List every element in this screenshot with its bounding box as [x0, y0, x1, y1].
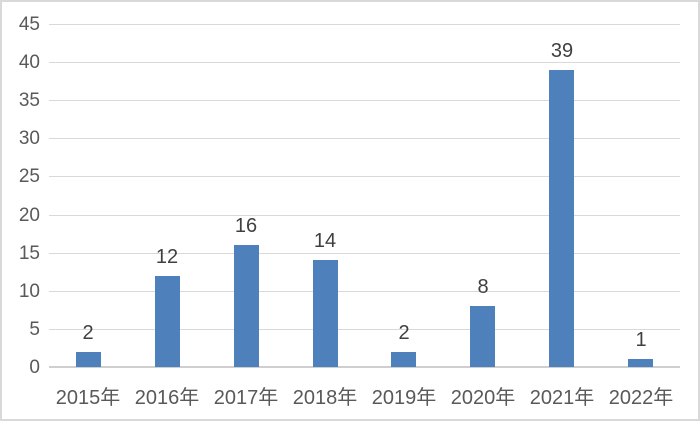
plot-area: 2 12 16 14 2 8 39 1: [49, 24, 680, 368]
bar-2016年: [155, 276, 180, 367]
bar-data-label: 2: [82, 322, 94, 344]
x-tick-label: 2016年: [134, 387, 200, 409]
y-gridline: [49, 138, 680, 140]
x-tick-label: 2022年: [608, 387, 674, 409]
bar-data-label: 2: [398, 322, 410, 344]
bar-data-label: 16: [234, 215, 258, 237]
y-tick-label: 45: [18, 14, 40, 35]
y-tick-label: 10: [18, 280, 40, 302]
bar-data-label: 14: [313, 230, 337, 252]
bar-2022年: [628, 359, 653, 367]
bar-data-label: 12: [155, 246, 179, 268]
y-gridline: [49, 100, 680, 102]
bar-2019年: [391, 352, 416, 367]
x-tick-label: 2017年: [213, 387, 279, 409]
bar-data-label: 39: [550, 40, 574, 62]
x-tick-label: 2021年: [529, 387, 595, 409]
bar-2021年: [549, 70, 574, 367]
x-tick-label: 2019年: [371, 387, 437, 409]
bar-data-label: 1: [635, 329, 647, 351]
x-tick-label: 2020年: [450, 387, 516, 409]
y-gridline: [49, 252, 680, 254]
bar-2015年: [76, 352, 101, 367]
y-tick-label: 0: [29, 357, 40, 378]
y-tick-label: 15: [18, 242, 40, 264]
y-gridline: [49, 176, 680, 178]
bar-2017年: [234, 245, 259, 367]
y-tick-label: 35: [18, 90, 40, 112]
bar-2018年: [313, 260, 338, 367]
y-tick-label: 20: [18, 204, 40, 226]
y-gridline: [49, 214, 680, 216]
x-tick-label: 2018年: [292, 387, 358, 409]
y-tick-label: 30: [18, 128, 40, 150]
y-gridline: [49, 328, 680, 330]
bar-data-label: 8: [477, 276, 489, 298]
x-tick-label: 2015年: [55, 387, 121, 409]
y-gridline: [49, 24, 680, 25]
y-tick-label: 40: [18, 52, 40, 74]
y-tick-label: 25: [18, 166, 40, 188]
y-gridline: [49, 290, 680, 292]
x-axis-line: [49, 366, 680, 368]
bar-2020年: [470, 306, 495, 367]
y-gridline: [49, 62, 680, 64]
y-tick-label: 5: [29, 318, 40, 340]
